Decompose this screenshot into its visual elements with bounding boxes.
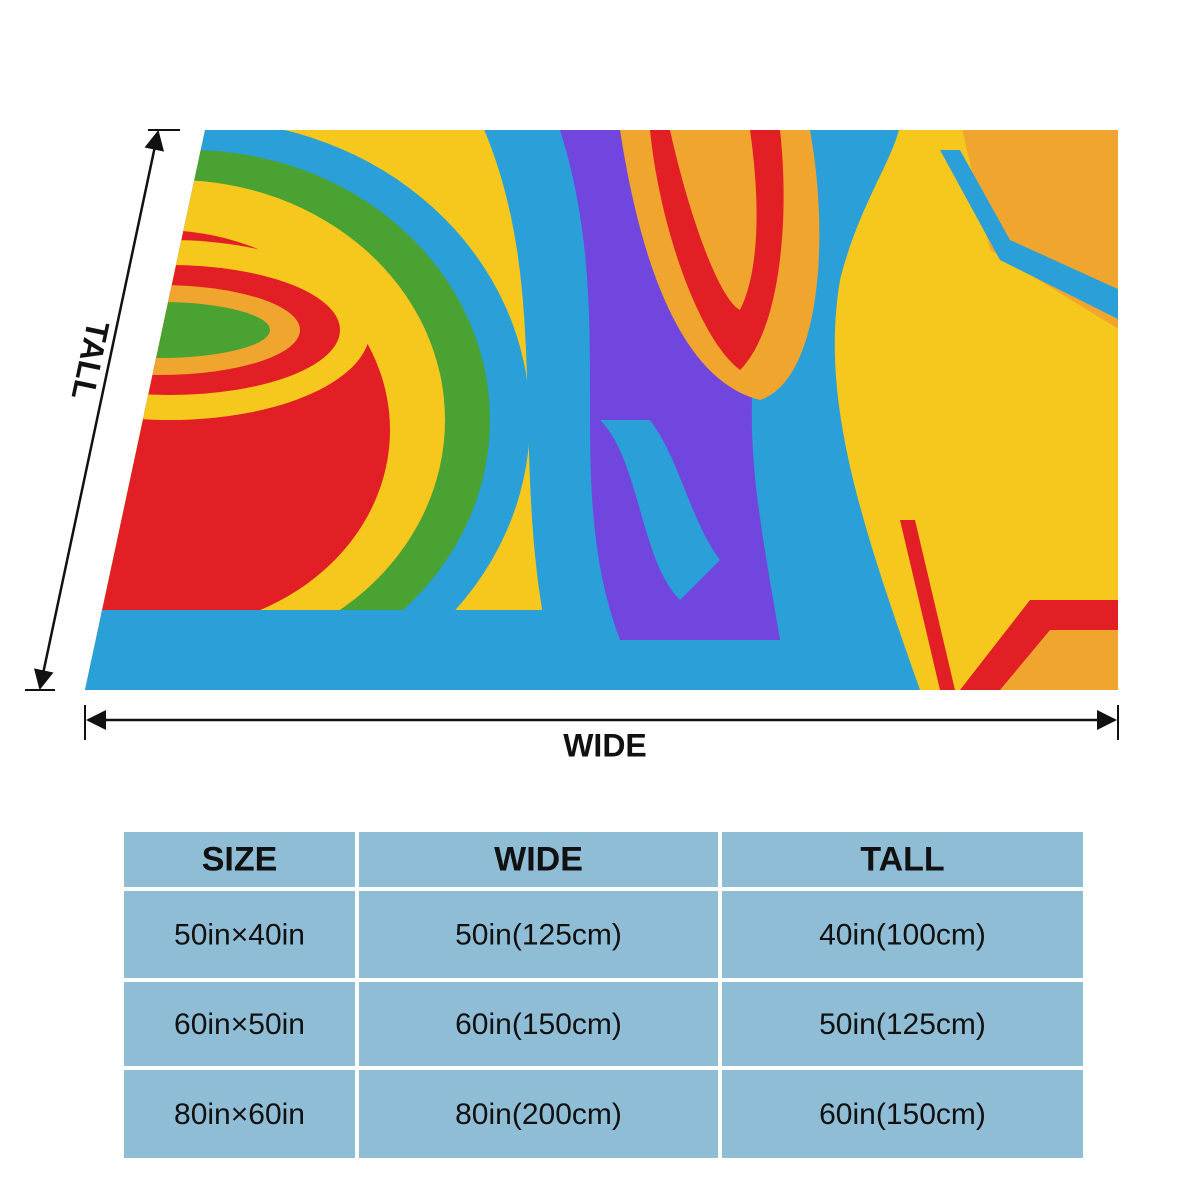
wide-label: WIDE <box>563 727 647 763</box>
table-cell <box>124 982 355 1066</box>
header-cell: SIZE <box>202 840 278 878</box>
header-cell: TALL <box>860 840 944 878</box>
table-cell <box>722 832 1083 887</box>
table-text: 50in(125cm) <box>455 918 622 951</box>
blanket <box>85 130 1118 690</box>
table-cell <box>359 1070 718 1158</box>
table-text: 50in(125cm) <box>819 1008 986 1041</box>
table-cell <box>722 982 1083 1066</box>
tall-arrow <box>33 130 165 690</box>
table-text: 60in(150cm) <box>819 1098 986 1131</box>
table-text: 60in×50in <box>174 1008 305 1041</box>
table-text: 50in×40in <box>174 918 305 951</box>
size-table: SIZE WIDE TALL 50in×40in 50in(125cm) 40in(100… <box>124 832 1083 1158</box>
table-cell <box>359 891 718 978</box>
tall-label: TALL <box>65 318 117 403</box>
table-text: 40in(100cm) <box>819 918 986 951</box>
table-cell <box>722 891 1083 978</box>
table-cell <box>124 832 355 887</box>
table-cell <box>124 1070 355 1158</box>
table-cell <box>124 891 355 978</box>
table-text: 60in(150cm) <box>455 1008 622 1041</box>
table-cell <box>359 982 718 1066</box>
table-cell <box>359 832 718 887</box>
table-text: 80in×60in <box>174 1098 305 1131</box>
table-cell <box>722 1070 1083 1158</box>
header-cell: WIDE <box>494 840 583 878</box>
table-text: 80in(200cm) <box>455 1098 622 1131</box>
